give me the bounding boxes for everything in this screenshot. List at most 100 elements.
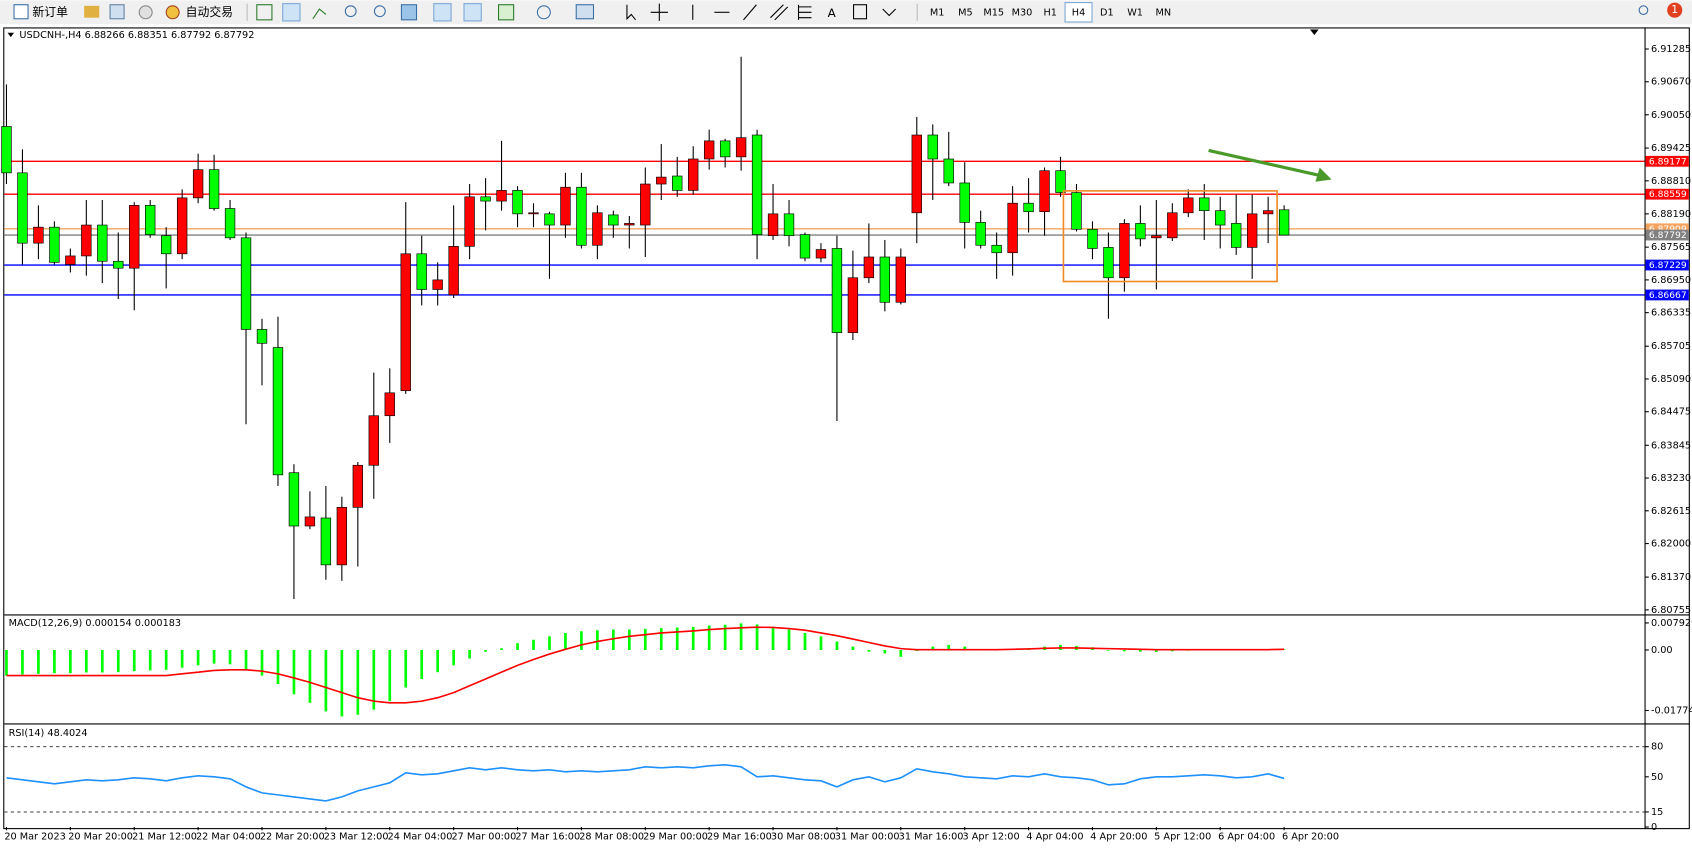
timeframe-button[interactable]: W1 <box>1127 7 1143 18</box>
candle-body <box>416 253 427 290</box>
candle-body <box>815 249 827 259</box>
notification-badge[interactable] <box>1667 2 1683 18</box>
y-tick-label: 6.85090 <box>1651 374 1691 385</box>
candle-body <box>1 126 12 174</box>
y-tick-label: 0.007929 <box>1651 618 1692 629</box>
text-tool[interactable]: A <box>828 6 837 20</box>
channel-tool[interactable] <box>770 4 789 21</box>
search-icon[interactable] <box>1638 5 1649 15</box>
toolbar-icon[interactable] <box>256 4 273 21</box>
toolbar-icon[interactable] <box>109 4 125 20</box>
candle-body <box>1278 209 1290 236</box>
timeframe-button[interactable]: H4 <box>1072 7 1085 18</box>
candle-body <box>624 223 635 226</box>
x-tick-label: 29 Mar 00:00 <box>643 832 708 843</box>
x-tick-label: 5 Apr 12:00 <box>1154 832 1211 843</box>
candle-body <box>17 172 28 244</box>
fibo-tool[interactable] <box>797 4 812 20</box>
x-tick-label: 24 Mar 04:00 <box>388 832 453 843</box>
timeframe-button[interactable]: M5 <box>958 7 973 18</box>
candle-body <box>336 507 348 566</box>
y-tick-label: 6.88810 <box>1651 176 1691 187</box>
y-tick-label: 6.87565 <box>1651 242 1691 253</box>
x-tick-label: 30 Mar 08:00 <box>771 832 836 843</box>
candle-body <box>927 134 938 160</box>
candle-body <box>863 256 875 279</box>
x-tick-label: 22 Mar 04:00 <box>196 832 261 843</box>
x-tick-label: 6 Apr 04:00 <box>1218 832 1275 843</box>
timeframe-button[interactable]: M15 <box>983 7 1004 18</box>
candle-body <box>368 415 379 466</box>
timeframe-bar: M1 M5 M15 M30 H1 H4 D1 W1 MN <box>930 2 1172 23</box>
candle-body <box>512 190 523 215</box>
price-label: 6.86667 <box>1649 290 1687 301</box>
y-tick-label: 0 <box>1651 822 1657 833</box>
candle-body <box>943 158 954 184</box>
timeframe-button[interactable]: D1 <box>1100 7 1114 18</box>
y-tick-label: 6.88190 <box>1651 209 1691 220</box>
zoom-in-icon[interactable] <box>344 5 357 18</box>
toolbar-icon[interactable] <box>312 8 327 20</box>
timeframe-button[interactable]: M1 <box>930 7 945 18</box>
new-order-icon[interactable] <box>13 4 29 20</box>
candle-body <box>1183 197 1194 214</box>
candle-body <box>767 213 779 237</box>
timeframe-button[interactable]: H1 <box>1044 7 1057 18</box>
candle-body <box>480 196 491 202</box>
x-tick-label: 31 Mar 16:00 <box>899 832 964 843</box>
y-tick-label: 6.90670 <box>1651 77 1691 88</box>
crosshair-tool[interactable] <box>650 3 668 21</box>
x-tick-label: 27 Mar 16:00 <box>515 832 580 843</box>
new-order-button[interactable]: 新订单 <box>32 5 68 19</box>
timeframe-button[interactable]: MN <box>1156 7 1172 18</box>
toolbar-icon[interactable] <box>463 3 482 22</box>
toolbar-icon[interactable] <box>433 3 452 22</box>
price-label-bg <box>1645 289 1689 301</box>
candle-body <box>129 205 140 269</box>
symbol-menu[interactable] <box>7 32 15 38</box>
candle-body <box>496 190 507 202</box>
auto-trading-icon[interactable] <box>165 5 180 20</box>
toolbar-icon[interactable] <box>138 5 153 20</box>
candle-body <box>1119 223 1130 279</box>
candle-body <box>911 134 922 214</box>
auto-trading-button[interactable]: 自动交易 <box>186 5 233 19</box>
y-tick-label: -0.017743 <box>1651 705 1692 716</box>
label-tool[interactable] <box>853 4 868 20</box>
candle-body <box>672 175 683 191</box>
y-tick-label: 6.82615 <box>1651 506 1691 517</box>
rectangle-object <box>1062 190 1278 283</box>
candle-body <box>719 140 731 158</box>
candle-body <box>288 472 300 527</box>
candle-body <box>145 205 156 235</box>
arrow-tool[interactable] <box>882 8 897 17</box>
x-tick-label: 4 Apr 20:00 <box>1090 832 1147 843</box>
trendline-tool[interactable] <box>743 4 757 21</box>
zoom-out-icon[interactable] <box>373 5 386 18</box>
candle-body <box>160 235 172 255</box>
candle-body <box>384 392 395 417</box>
candle-body <box>959 182 970 223</box>
panel-title: MACD(12,26,9) 0.000154 0.000183 <box>9 618 181 629</box>
candle-body <box>1231 223 1242 248</box>
toolbar-icon[interactable] <box>575 4 595 20</box>
toolbar-icon[interactable] <box>536 5 551 20</box>
toolbar-icon[interactable] <box>497 4 515 21</box>
candle-body <box>113 260 124 269</box>
candle-body <box>400 253 411 392</box>
timeframe-button[interactable]: M30 <box>1012 7 1033 18</box>
y-tick-label: 6.82000 <box>1651 539 1691 550</box>
chart-shift-marker[interactable] <box>1310 29 1319 35</box>
candle-body <box>640 183 651 226</box>
price-label-bg <box>1645 229 1689 241</box>
candle-body <box>895 256 906 303</box>
toolbar-icon[interactable] <box>400 4 418 21</box>
candle-body <box>703 140 715 160</box>
candle-body <box>1246 213 1258 248</box>
x-tick-label: 20 Mar 20:00 <box>68 832 133 843</box>
cursor-tool[interactable] <box>626 4 637 21</box>
toolbar-icon[interactable] <box>282 3 301 22</box>
toolbar-icon[interactable] <box>84 5 100 18</box>
x-tick-label: 29 Mar 16:00 <box>707 832 772 843</box>
price-label-bg <box>1645 223 1689 235</box>
